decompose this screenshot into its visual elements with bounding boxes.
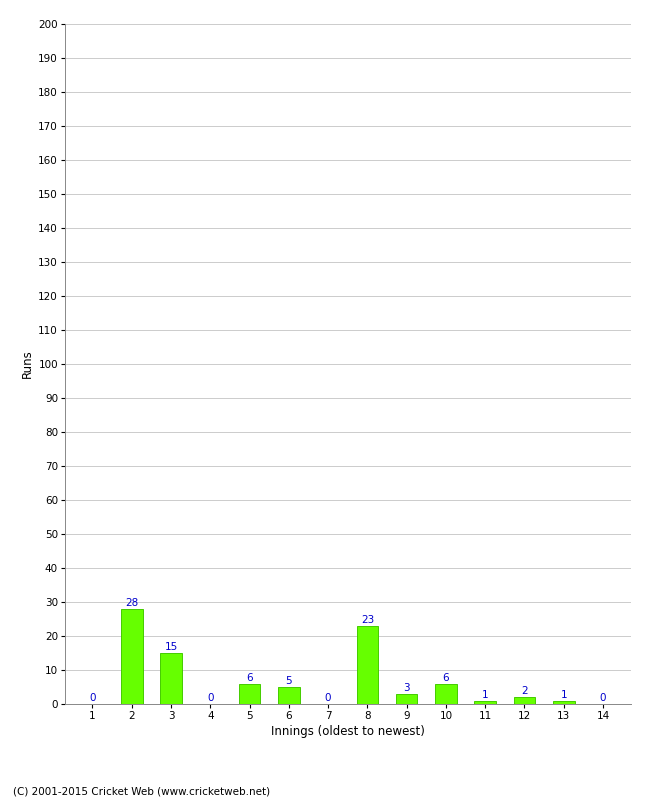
Text: 2: 2: [521, 686, 528, 696]
Bar: [435, 683, 457, 704]
Bar: [357, 626, 378, 704]
Text: 1: 1: [560, 690, 567, 699]
Text: 0: 0: [89, 693, 96, 703]
Bar: [396, 694, 417, 704]
X-axis label: Innings (oldest to newest): Innings (oldest to newest): [271, 725, 424, 738]
Text: 0: 0: [207, 693, 214, 703]
Bar: [514, 697, 535, 704]
Text: 6: 6: [246, 673, 253, 682]
Bar: [553, 701, 575, 704]
Bar: [161, 653, 182, 704]
Text: 0: 0: [600, 693, 606, 703]
Bar: [278, 687, 300, 704]
Text: 1: 1: [482, 690, 489, 699]
Text: (C) 2001-2015 Cricket Web (www.cricketweb.net): (C) 2001-2015 Cricket Web (www.cricketwe…: [13, 786, 270, 796]
Text: 15: 15: [164, 642, 177, 652]
Bar: [239, 683, 261, 704]
Bar: [121, 609, 142, 704]
Text: 6: 6: [443, 673, 449, 682]
Bar: [474, 701, 496, 704]
Text: 28: 28: [125, 598, 138, 608]
Text: 5: 5: [285, 676, 292, 686]
Text: 0: 0: [325, 693, 332, 703]
Text: 3: 3: [404, 682, 410, 693]
Y-axis label: Runs: Runs: [21, 350, 34, 378]
Text: 23: 23: [361, 614, 374, 625]
